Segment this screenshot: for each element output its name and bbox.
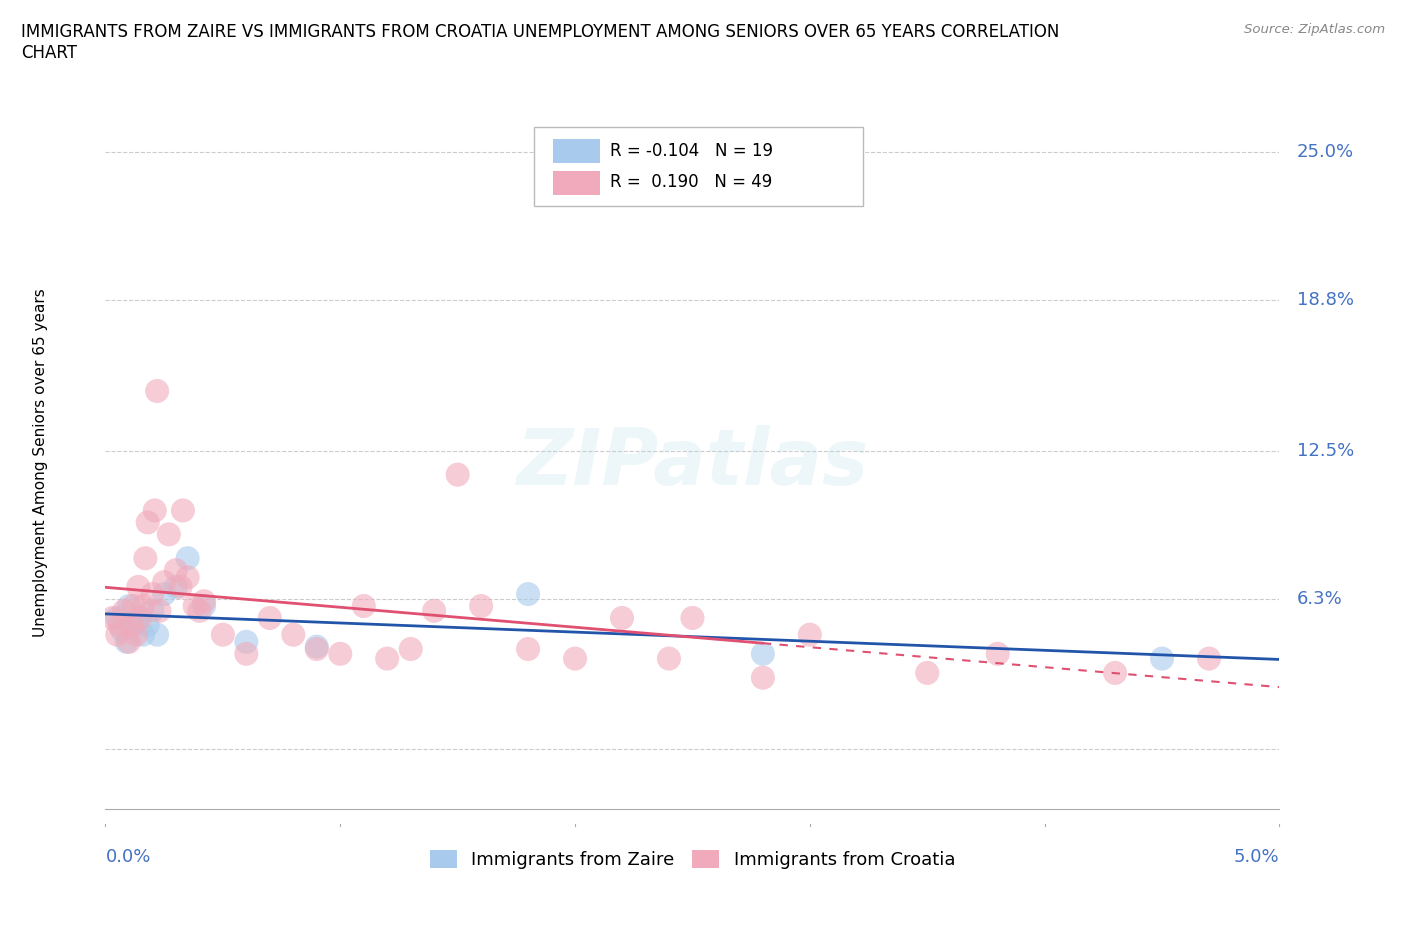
Point (132, 627, 155, 642)
Point (143, 503, 166, 518)
Point (118, 599, 141, 614)
Point (752, 671, 775, 685)
Point (146, 383, 169, 398)
Text: IMMIGRANTS FROM ZAIRE VS IMMIGRANTS FROM CROATIA UNEMPLOYMENT AMONG SENIORS OVER: IMMIGRANTS FROM ZAIRE VS IMMIGRANTS FROM… (21, 23, 1060, 62)
Point (141, 587, 163, 602)
Point (305, 642, 328, 657)
Point (658, 651, 681, 666)
Point (169, 579, 191, 594)
Text: R =  0.190   N = 49: R = 0.190 N = 49 (610, 173, 772, 191)
Point (235, 634, 257, 649)
Point (987, 646, 1010, 661)
Text: Source: ZipAtlas.com: Source: ZipAtlas.com (1244, 23, 1385, 36)
Point (447, 467, 470, 482)
Point (183, 599, 205, 614)
Point (193, 594, 215, 609)
Point (1150, 651, 1173, 666)
Point (329, 646, 352, 661)
Point (610, 610, 633, 625)
Point (153, 587, 176, 602)
Point (399, 642, 422, 657)
Point (211, 627, 233, 642)
Legend: Immigrants from Zaire, Immigrants from Croatia: Immigrants from Zaire, Immigrants from C… (422, 843, 963, 876)
Point (193, 599, 215, 614)
Text: ZIPatlas: ZIPatlas (516, 425, 869, 500)
Point (682, 610, 704, 625)
Point (157, 527, 180, 542)
Point (375, 651, 398, 666)
Point (122, 618, 145, 632)
FancyBboxPatch shape (534, 126, 863, 206)
Text: Unemployment Among Seniors over 65 years: Unemployment Among Seniors over 65 years (34, 288, 48, 637)
Point (148, 604, 170, 618)
Point (423, 604, 446, 618)
Point (146, 627, 169, 642)
Point (122, 599, 145, 614)
Point (172, 503, 194, 518)
FancyBboxPatch shape (553, 140, 600, 164)
Point (1198, 651, 1220, 666)
Point (176, 551, 198, 565)
Point (111, 622, 134, 637)
Point (129, 610, 152, 625)
Point (120, 618, 142, 632)
Point (134, 551, 156, 565)
Point (517, 642, 540, 657)
Point (127, 579, 149, 594)
Point (283, 627, 305, 642)
Point (141, 604, 163, 618)
Text: 5.0%: 5.0% (1234, 848, 1279, 866)
Point (917, 666, 939, 681)
Text: 6.3%: 6.3% (1298, 590, 1343, 608)
Point (125, 627, 148, 642)
Point (153, 575, 176, 590)
Point (165, 563, 187, 578)
Point (105, 610, 128, 625)
Point (470, 599, 492, 614)
Point (1104, 666, 1126, 681)
Text: 12.5%: 12.5% (1298, 442, 1354, 459)
Point (752, 646, 775, 661)
Point (259, 610, 281, 625)
Point (115, 634, 138, 649)
Point (165, 579, 187, 594)
Text: 18.8%: 18.8% (1298, 291, 1354, 309)
Point (188, 604, 211, 618)
Text: R = -0.104   N = 19: R = -0.104 N = 19 (610, 142, 773, 160)
Point (176, 570, 198, 585)
Point (112, 604, 135, 618)
Point (235, 646, 257, 661)
Point (305, 639, 328, 654)
Point (118, 634, 141, 649)
Point (108, 618, 131, 632)
Point (132, 599, 155, 614)
Point (799, 627, 821, 642)
Text: 25.0%: 25.0% (1298, 143, 1354, 161)
Point (105, 627, 128, 642)
Point (127, 610, 149, 625)
Point (517, 587, 540, 602)
Point (101, 610, 124, 625)
Point (353, 599, 375, 614)
Text: 0.0%: 0.0% (105, 848, 150, 866)
Point (564, 651, 586, 666)
Point (136, 515, 159, 530)
Point (136, 618, 159, 632)
FancyBboxPatch shape (553, 171, 600, 195)
